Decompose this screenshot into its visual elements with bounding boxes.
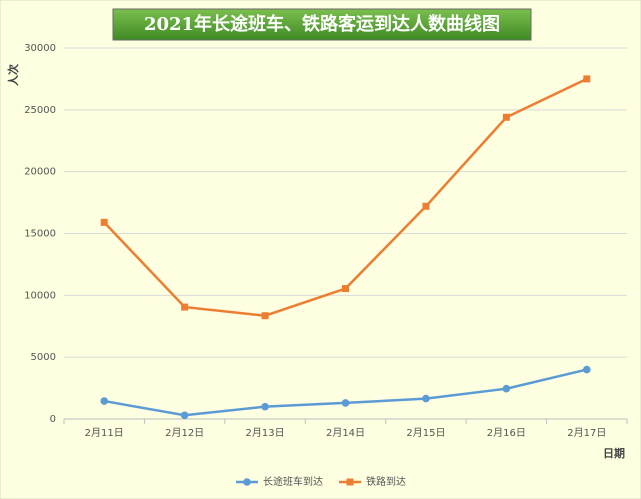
y-tick-label: 10000 bbox=[24, 290, 56, 301]
y-tick-label: 5000 bbox=[31, 352, 56, 363]
x-tick-label: 2月16日 bbox=[487, 427, 526, 439]
data-point bbox=[342, 285, 349, 293]
y-tick-label: 25000 bbox=[24, 105, 56, 116]
data-point bbox=[583, 75, 591, 83]
data-point bbox=[341, 399, 350, 407]
y-axis-title: 人次 bbox=[6, 64, 20, 86]
legend-marker bbox=[346, 478, 354, 486]
y-tick-label: 0 bbox=[50, 414, 56, 425]
data-point bbox=[582, 365, 591, 374]
x-axis-title: 日期 bbox=[603, 446, 625, 460]
legend-label: 长途班车到达 bbox=[263, 475, 323, 488]
x-tick-label: 2月11日 bbox=[85, 427, 124, 439]
data-point bbox=[180, 411, 189, 420]
data-point bbox=[422, 394, 430, 403]
x-tick-label: 2月12日 bbox=[165, 427, 204, 439]
data-point bbox=[181, 303, 189, 311]
data-point bbox=[422, 202, 430, 210]
data-point bbox=[502, 113, 510, 121]
legend-marker bbox=[243, 478, 251, 486]
data-point bbox=[261, 312, 269, 320]
y-tick-label: 15000 bbox=[24, 229, 56, 240]
data-point bbox=[100, 218, 108, 226]
title-box bbox=[112, 8, 532, 41]
y-tick-label: 30000 bbox=[24, 43, 56, 54]
y-tick-label: 20000 bbox=[24, 167, 56, 178]
chart-title: 2021年长途班车、铁路客运到达人数曲线图 bbox=[144, 13, 500, 35]
x-tick-label: 2月17日 bbox=[567, 427, 606, 439]
data-point bbox=[261, 402, 269, 411]
data-point bbox=[502, 384, 511, 393]
x-tick-label: 2月13日 bbox=[246, 427, 285, 439]
x-tick-label: 2月14日 bbox=[326, 427, 365, 439]
x-tick-label: 2月15日 bbox=[406, 427, 445, 439]
data-point bbox=[100, 397, 109, 405]
legend-label: 铁路到达 bbox=[366, 475, 406, 488]
